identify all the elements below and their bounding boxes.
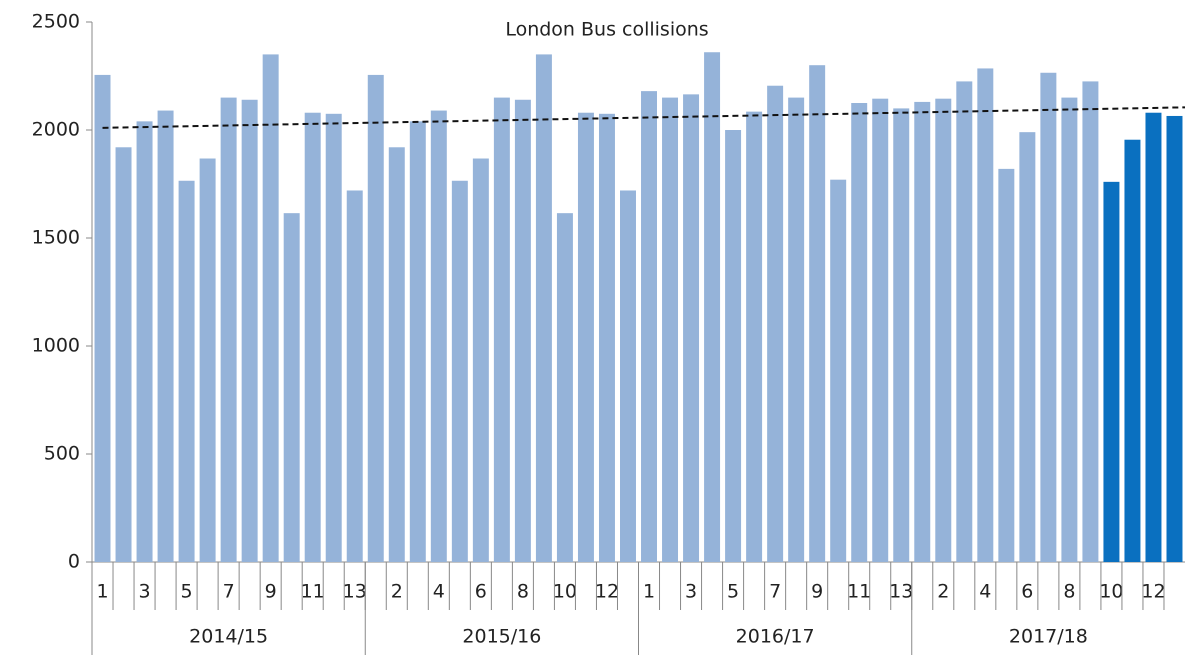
x-tick-label: 12 (1141, 581, 1165, 603)
x-tick-label: 13 (343, 581, 367, 603)
x-tick-label: 3 (139, 581, 151, 603)
x-tick-label: 9 (811, 581, 823, 603)
bar (472, 158, 489, 562)
y-tick-label: 500 (44, 443, 80, 465)
x-tick-label: 7 (223, 581, 235, 603)
bar (1040, 72, 1057, 562)
x-tick-label: 10 (553, 581, 577, 603)
x-tick-label: 10 (1099, 581, 1123, 603)
bar (1082, 81, 1099, 563)
x-tick-label: 11 (301, 581, 325, 603)
bar (893, 108, 910, 563)
y-tick-label: 2000 (32, 119, 80, 141)
bar (514, 99, 531, 562)
bar (1103, 181, 1120, 562)
y-tick-label: 1000 (32, 335, 80, 357)
x-tick-label: 2 (937, 581, 949, 603)
bar (451, 180, 468, 562)
bar (283, 213, 300, 562)
bar (157, 110, 174, 562)
x-tick-label: 13 (889, 581, 913, 603)
bar (94, 74, 111, 563)
bar (367, 74, 384, 563)
bar (725, 130, 742, 562)
x-tick-label: 11 (847, 581, 871, 603)
bar (556, 213, 573, 562)
bar (1019, 132, 1036, 562)
bar (1061, 97, 1078, 562)
bar (346, 190, 363, 563)
bar (598, 113, 615, 563)
group-label: 2014/15 (189, 626, 268, 648)
bar (325, 113, 342, 563)
x-tick-label: 9 (265, 581, 277, 603)
bar (115, 147, 132, 562)
bar (199, 158, 216, 562)
x-tick-label: 12 (595, 581, 619, 603)
x-tick-label: 7 (769, 581, 781, 603)
bar (767, 85, 784, 562)
bar (1145, 112, 1162, 562)
bar (683, 94, 700, 563)
bar (262, 54, 279, 563)
bar (998, 168, 1015, 562)
bar (493, 97, 510, 562)
group-label: 2015/16 (462, 626, 541, 648)
x-tick-label: 2 (391, 581, 403, 603)
bar (304, 112, 321, 562)
bar (220, 97, 237, 562)
bar (914, 101, 931, 563)
bar (851, 103, 868, 562)
x-tick-label: 1 (643, 581, 655, 603)
bar (178, 180, 195, 562)
chart-title: London Bus collisions (505, 19, 708, 41)
group-label: 2016/17 (736, 626, 815, 648)
x-tick-label: 3 (685, 581, 697, 603)
x-tick-label: 8 (1063, 581, 1075, 603)
bar (662, 97, 679, 562)
bar (241, 99, 258, 562)
bar (830, 179, 847, 562)
bar (977, 68, 994, 562)
bar (430, 110, 447, 562)
y-tick-label: 2500 (32, 11, 80, 33)
bar (1124, 139, 1141, 562)
bar (809, 65, 826, 562)
x-tick-label: 4 (979, 581, 991, 603)
group-label: 2017/18 (1009, 626, 1088, 648)
trendline (102, 106, 1186, 129)
bar (577, 112, 594, 562)
bar (872, 98, 889, 563)
bar (935, 98, 952, 563)
x-tick-label: 6 (1021, 581, 1033, 603)
x-tick-label: 6 (475, 581, 487, 603)
bar (788, 97, 805, 562)
bar (956, 81, 973, 563)
bar (136, 121, 153, 563)
bar (388, 147, 405, 562)
bar (641, 91, 657, 563)
x-tick-label: 5 (181, 581, 193, 603)
x-tick-label: 4 (433, 581, 445, 603)
x-tick-label: 1 (96, 581, 108, 603)
bar (535, 54, 552, 563)
bar (746, 111, 763, 562)
x-tick-label: 8 (517, 581, 529, 603)
y-tick-label: 1500 (32, 227, 80, 249)
bar (704, 52, 721, 563)
bar (409, 121, 426, 563)
bar (620, 190, 636, 563)
x-tick-label: 5 (727, 581, 739, 603)
bar (1166, 115, 1183, 563)
y-tick-label: 0 (68, 551, 80, 573)
